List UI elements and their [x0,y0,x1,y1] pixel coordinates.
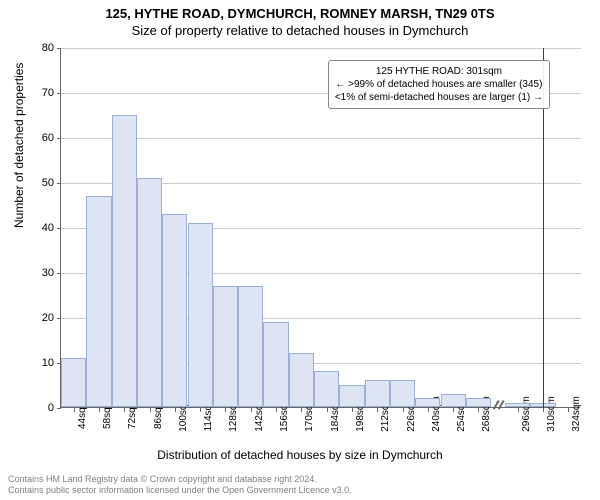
histogram-bar [263,322,288,408]
histogram-bar [137,178,162,408]
y-tick-label: 0 [24,402,54,414]
y-tick-label: 60 [24,132,54,144]
histogram-bar [213,286,238,408]
annotation-larger: <1% of semi-detached houses are larger (… [335,91,543,104]
histogram-bar [188,223,213,408]
x-axis-label: Distribution of detached houses by size … [0,448,600,462]
histogram-bar [339,385,364,408]
histogram-bar [314,371,339,407]
histogram-bar [61,358,86,408]
histogram-bar [441,394,466,408]
footer-line2: Contains public sector information licen… [8,485,352,496]
histogram-bar [289,353,314,407]
histogram-bar [415,398,440,407]
y-tick-label: 80 [24,42,54,54]
y-tick-label: 20 [24,312,54,324]
y-tick-label: 10 [24,357,54,369]
histogram-bar [390,380,415,407]
histogram-bar [86,196,111,408]
histogram-bar [238,286,263,408]
histogram-bar [505,403,530,408]
y-tick-label: 50 [24,177,54,189]
x-tick-label: 324sqm [571,396,582,432]
histogram-bar [162,214,187,408]
chart-subtitle: Size of property relative to detached ho… [0,23,600,38]
footer-attribution: Contains HM Land Registry data © Crown c… [8,474,352,496]
footer-line1: Contains HM Land Registry data © Crown c… [8,474,352,485]
y-tick-label: 30 [24,267,54,279]
axis-break-icon [491,400,505,412]
histogram-bar [112,115,137,408]
histogram-bar [365,380,390,407]
annotation-smaller: ← >99% of detached houses are smaller (3… [335,78,543,91]
chart-title-address: 125, HYTHE ROAD, DYMCHURCH, ROMNEY MARSH… [0,6,600,21]
y-tick-label: 40 [24,222,54,234]
annotation-title: 125 HYTHE ROAD: 301sqm [335,65,543,78]
chart-plot-area: 0102030405060708044sqm58sqm72sqm86sqm100… [60,48,580,408]
y-tick-label: 70 [24,87,54,99]
histogram-bar [466,398,491,407]
annotation-box: 125 HYTHE ROAD: 301sqm← >99% of detached… [328,60,550,109]
